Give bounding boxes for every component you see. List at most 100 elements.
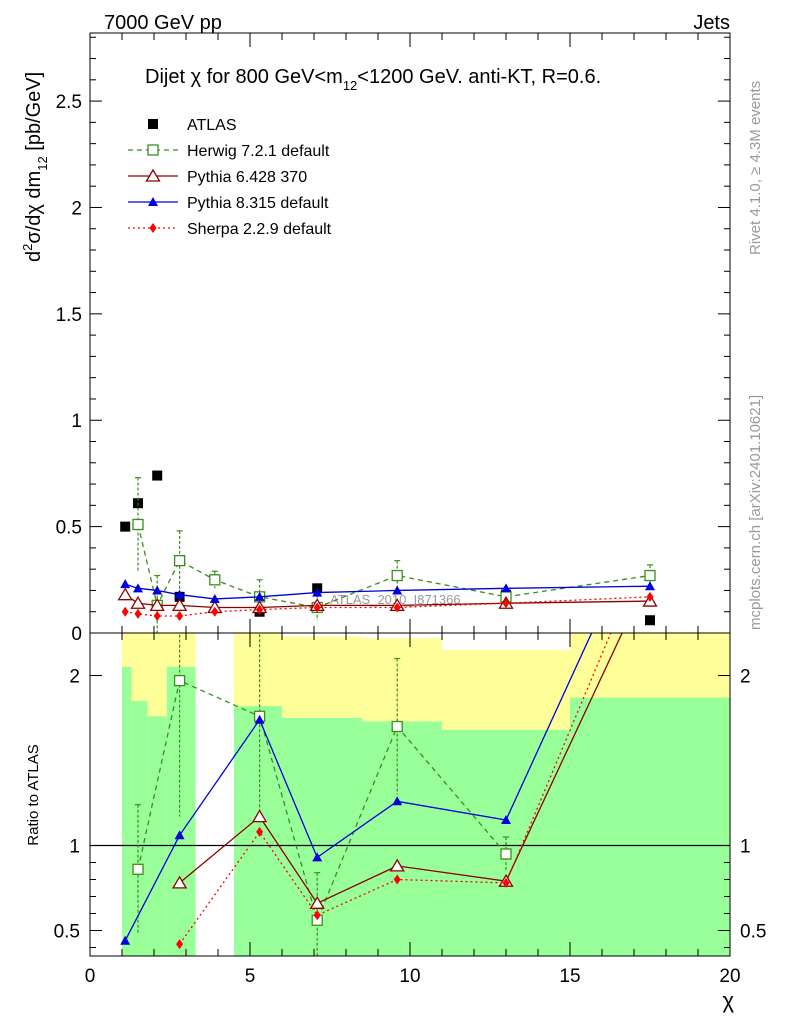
ratio-y-tick-label: 2	[69, 667, 80, 688]
mcplots-label: mcplots.cern.ch [arXiv:2401.10621]	[747, 395, 764, 630]
legend-marker	[148, 197, 158, 206]
ratio-point-pythia-6-428-370	[251, 809, 268, 823]
main-y-tick-label: 1	[71, 411, 82, 432]
legend-item-pythia-8-315-default: Pythia 8.315 default	[128, 195, 329, 212]
main-point-sherpa-2-2-9-default	[134, 608, 142, 619]
main-point-pythia-8-315-default	[120, 579, 131, 589]
x-tick-label: 15	[559, 966, 580, 987]
ratio-point-pythia-8-315-default	[501, 815, 511, 824]
ratio-y-tick-label: 1	[69, 837, 80, 858]
x-tick-label: 0	[85, 966, 96, 987]
legend-item-sherpa-2-2-9-default: Sherpa 2.2.9 default	[128, 221, 332, 238]
ratio-point-pythia-8-315-default	[254, 714, 265, 724]
main-point-pythia-8-315-default	[133, 583, 143, 593]
watermark: ATLAS_2010_I871366	[330, 592, 461, 607]
ratio-point-pythia-6-428-370	[389, 858, 405, 872]
main-point-atlas	[120, 521, 131, 532]
main-point-sherpa-2-2-9-default	[502, 598, 510, 609]
main-point-herwig-7-2-1-default	[391, 569, 403, 582]
main-point-pythia-8-315-default	[392, 585, 403, 595]
legend-marker	[145, 168, 161, 182]
main-y-tick-label: 1.5	[56, 305, 82, 326]
ratio-band-inner	[570, 697, 730, 956]
main-line-pythia-6-428-370	[124, 594, 651, 609]
ratio-point-pythia-8-315-default	[645, 501, 655, 510]
main-point-pythia-8-315-default	[152, 585, 163, 595]
legend-label: Pythia 6.428 370	[187, 169, 307, 186]
main-point-sherpa-2-2-9-default	[211, 606, 219, 617]
ratio-point-sherpa-2-2-9-default	[393, 874, 401, 885]
ratio-band-inner	[362, 721, 442, 956]
main-point-sherpa-2-2-9-default	[153, 610, 161, 621]
legend-item-herwig-7-2-1-default: Herwig 7.2.1 default	[128, 143, 330, 160]
main-point-sherpa-2-2-9-default	[121, 606, 129, 617]
x-tick-label: 10	[399, 966, 420, 987]
x-axis-label: χ	[722, 988, 734, 1013]
legend-label: Sherpa 2.2.9 default	[187, 221, 332, 238]
ratio-point-pythia-6-428-370	[171, 875, 188, 889]
main-point-herwig-7-2-1-default	[173, 555, 186, 567]
main-line-pythia-8-315-default	[124, 583, 651, 600]
main-y-tick-label: 2	[71, 198, 82, 219]
main-point-herwig-7-2-1-default	[132, 518, 144, 531]
main-point-pythia-8-315-default	[501, 583, 511, 593]
main-point-pythia-8-315-default	[174, 589, 185, 599]
main-plot-panel: ATLAS_2010_I871366 0 0.5 1 1.5 2 2.5 Dijet χ …	[20, 32, 731, 645]
ratio-point-pythia-8-315-default	[312, 852, 323, 862]
ratio-line-herwig-7-2-1-default	[137, 679, 507, 923]
ratio-y-tick-label-right: 1	[740, 837, 751, 858]
ratio-point-pythia-8-315-default	[392, 796, 403, 806]
main-point-pythia-8-315-default	[254, 591, 265, 601]
ratio-band-inner	[122, 667, 132, 956]
ratio-point-pythia-8-315-default	[120, 935, 131, 945]
main-point-pythia-6-428-370	[130, 595, 146, 609]
legend-item-pythia-6-428-370: Pythia 6.428 370	[128, 168, 307, 186]
rivet-label: Rivet 4.1.0, ≥ 4.3M events	[747, 81, 764, 255]
main-point-pythia-8-315-default	[209, 593, 220, 603]
main-plot-frame	[89, 32, 731, 634]
main-point-pythia-6-428-370	[149, 598, 165, 611]
ratio-point-sherpa-2-2-9-default	[502, 877, 510, 888]
main-series-pythia-8-315-default	[120, 579, 655, 603]
ratio-plot-panel: 0 5 10 15 20 0.5 0.5 1 1 2 2 Ratio to ATLAS χ	[25, 501, 766, 1013]
ratio-point-herwig-7-2-1-default	[391, 720, 403, 733]
ratio-band-inner	[147, 716, 167, 956]
ratio-series-sherpa-2-2-9-default	[176, 535, 654, 950]
main-y-tick-label: 0.5	[56, 518, 82, 539]
ratio-point-herwig-7-2-1-default	[173, 674, 186, 687]
main-point-herwig-7-2-1-default	[644, 569, 656, 582]
main-y-tick-label: 2.5	[56, 92, 82, 113]
main-point-pythia-8-315-default	[645, 581, 655, 591]
main-title: Dijet χ for 800 GeV<m12<1200 GeV. anti-K…	[145, 66, 601, 93]
main-y-label: d2σ/dχ dm12 [pb/GeV]	[20, 72, 50, 262]
x-tick-label: 5	[245, 966, 256, 987]
main-y-tick-label: 0	[71, 624, 82, 645]
ratio-point-sherpa-2-2-9-default	[647, 535, 654, 545]
legend-marker	[147, 144, 159, 156]
ratio-band-inner	[166, 667, 196, 956]
header-left: 7000 GeV pp	[104, 12, 222, 34]
x-tick-label: 20	[719, 966, 740, 987]
legend-marker	[149, 223, 157, 233]
ratio-y-label: Ratio to ATLAS	[25, 744, 42, 845]
ratio-point-sherpa-2-2-9-default	[176, 939, 184, 950]
main-point-sherpa-2-2-9-default	[256, 604, 264, 615]
ratio-point-pythia-6-428-370	[309, 896, 325, 909]
ratio-y-tick-label: 0.5	[54, 922, 80, 943]
ratio-line-pythia-6-428-370	[179, 633, 623, 905]
ratio-series-pythia-6-428-370	[171, 633, 623, 909]
ratio-point-herwig-7-2-1-default	[132, 863, 144, 875]
main-point-sherpa-2-2-9-default	[176, 610, 184, 621]
ratio-y-tick-label-right: 0.5	[740, 922, 766, 943]
header-right: Jets	[693, 12, 730, 34]
ratio-point-sherpa-2-2-9-default	[256, 826, 264, 837]
main-point-pythia-6-428-370	[171, 598, 188, 611]
main-point-sherpa-2-2-9-default	[313, 602, 321, 613]
main-point-sherpa-2-2-9-default	[646, 591, 654, 602]
ratio-series-pythia-8-315-default	[120, 501, 655, 945]
ratio-y-tick-label-right: 2	[740, 667, 751, 688]
ratio-point-sherpa-2-2-9-default	[313, 910, 321, 921]
main-point-pythia-6-428-370	[117, 587, 133, 601]
legend-marker	[148, 119, 158, 129]
